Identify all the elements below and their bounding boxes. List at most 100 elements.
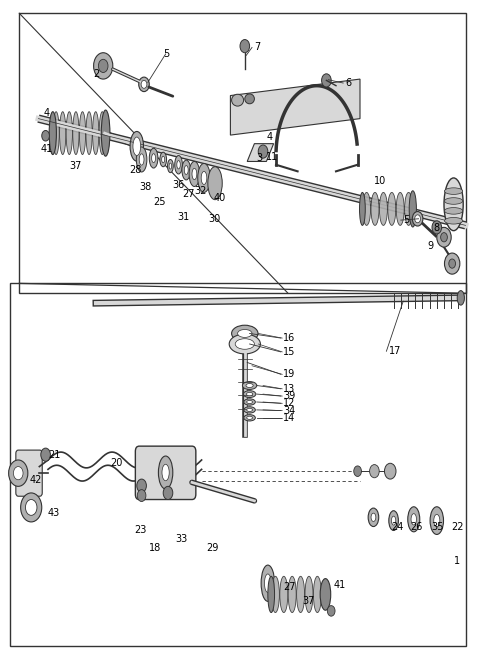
Text: 41: 41	[334, 580, 346, 590]
Ellipse shape	[412, 212, 423, 226]
Ellipse shape	[139, 154, 144, 165]
Ellipse shape	[457, 291, 464, 305]
Ellipse shape	[243, 391, 256, 397]
Text: 23: 23	[134, 525, 147, 536]
Ellipse shape	[175, 156, 182, 174]
Text: 1: 1	[454, 556, 460, 567]
Polygon shape	[230, 79, 360, 135]
Text: 37: 37	[302, 596, 315, 606]
Ellipse shape	[130, 131, 144, 161]
Ellipse shape	[149, 148, 158, 168]
Ellipse shape	[162, 464, 169, 481]
Ellipse shape	[405, 192, 413, 225]
Text: 4: 4	[266, 132, 273, 142]
Ellipse shape	[313, 576, 322, 613]
Ellipse shape	[162, 156, 165, 163]
Ellipse shape	[53, 111, 59, 154]
Ellipse shape	[444, 217, 463, 224]
Ellipse shape	[271, 576, 279, 613]
Circle shape	[322, 74, 331, 87]
Ellipse shape	[133, 137, 141, 156]
Text: 41: 41	[41, 144, 53, 154]
Ellipse shape	[444, 178, 463, 231]
Ellipse shape	[371, 513, 376, 521]
Ellipse shape	[388, 192, 396, 225]
Ellipse shape	[297, 576, 305, 613]
Ellipse shape	[177, 161, 180, 169]
Circle shape	[432, 221, 442, 234]
Ellipse shape	[379, 192, 387, 225]
Text: 10: 10	[374, 175, 387, 186]
Text: 2: 2	[94, 69, 100, 79]
Ellipse shape	[139, 77, 149, 92]
FancyBboxPatch shape	[135, 446, 196, 500]
Text: 8: 8	[433, 223, 439, 233]
Text: 12: 12	[283, 398, 296, 409]
Ellipse shape	[396, 192, 404, 225]
Text: 27: 27	[182, 188, 195, 199]
Circle shape	[13, 467, 23, 480]
Text: 42: 42	[30, 474, 42, 485]
Ellipse shape	[152, 154, 156, 163]
Ellipse shape	[244, 415, 255, 421]
Ellipse shape	[79, 111, 85, 154]
Circle shape	[94, 53, 113, 79]
Text: 16: 16	[283, 333, 296, 343]
Circle shape	[437, 227, 451, 247]
Ellipse shape	[242, 382, 257, 389]
Ellipse shape	[60, 111, 66, 154]
Text: 34: 34	[283, 405, 296, 416]
Text: 4: 4	[43, 108, 49, 119]
Circle shape	[9, 460, 28, 486]
Ellipse shape	[229, 334, 261, 354]
Ellipse shape	[247, 409, 252, 411]
Text: 24: 24	[391, 522, 404, 532]
Circle shape	[25, 500, 37, 515]
Ellipse shape	[182, 160, 191, 180]
Ellipse shape	[158, 456, 173, 489]
Ellipse shape	[86, 111, 92, 154]
Ellipse shape	[246, 384, 253, 387]
Text: 36: 36	[173, 179, 185, 190]
Ellipse shape	[288, 576, 296, 613]
Text: 17: 17	[389, 346, 401, 357]
Circle shape	[240, 40, 250, 53]
Ellipse shape	[66, 111, 72, 154]
Circle shape	[370, 465, 379, 478]
Ellipse shape	[160, 152, 167, 167]
Circle shape	[449, 259, 456, 268]
Ellipse shape	[245, 94, 254, 103]
Text: 14: 14	[283, 413, 296, 423]
Ellipse shape	[235, 339, 254, 349]
Text: 26: 26	[410, 522, 423, 532]
Ellipse shape	[409, 190, 417, 227]
Ellipse shape	[244, 399, 255, 405]
Ellipse shape	[368, 508, 379, 527]
Ellipse shape	[231, 94, 244, 106]
Circle shape	[42, 130, 49, 141]
Text: 19: 19	[283, 369, 296, 380]
Text: 27: 27	[283, 581, 296, 592]
Text: 18: 18	[149, 543, 161, 554]
Text: 7: 7	[254, 42, 261, 53]
Ellipse shape	[232, 325, 258, 341]
Text: 13: 13	[283, 384, 296, 394]
Ellipse shape	[444, 208, 463, 214]
Text: 3: 3	[257, 153, 263, 163]
Circle shape	[141, 80, 147, 88]
Text: 6: 6	[346, 78, 352, 88]
Ellipse shape	[184, 165, 188, 175]
Text: 25: 25	[154, 196, 166, 207]
Text: 39: 39	[283, 391, 296, 401]
Ellipse shape	[244, 407, 255, 413]
FancyBboxPatch shape	[16, 450, 42, 496]
Ellipse shape	[247, 392, 253, 396]
Ellipse shape	[305, 576, 313, 613]
Ellipse shape	[208, 167, 222, 200]
Ellipse shape	[201, 171, 207, 185]
Circle shape	[415, 215, 420, 223]
Ellipse shape	[136, 147, 147, 172]
Text: 28: 28	[130, 165, 142, 175]
Text: 11: 11	[266, 152, 279, 162]
Circle shape	[21, 493, 42, 522]
